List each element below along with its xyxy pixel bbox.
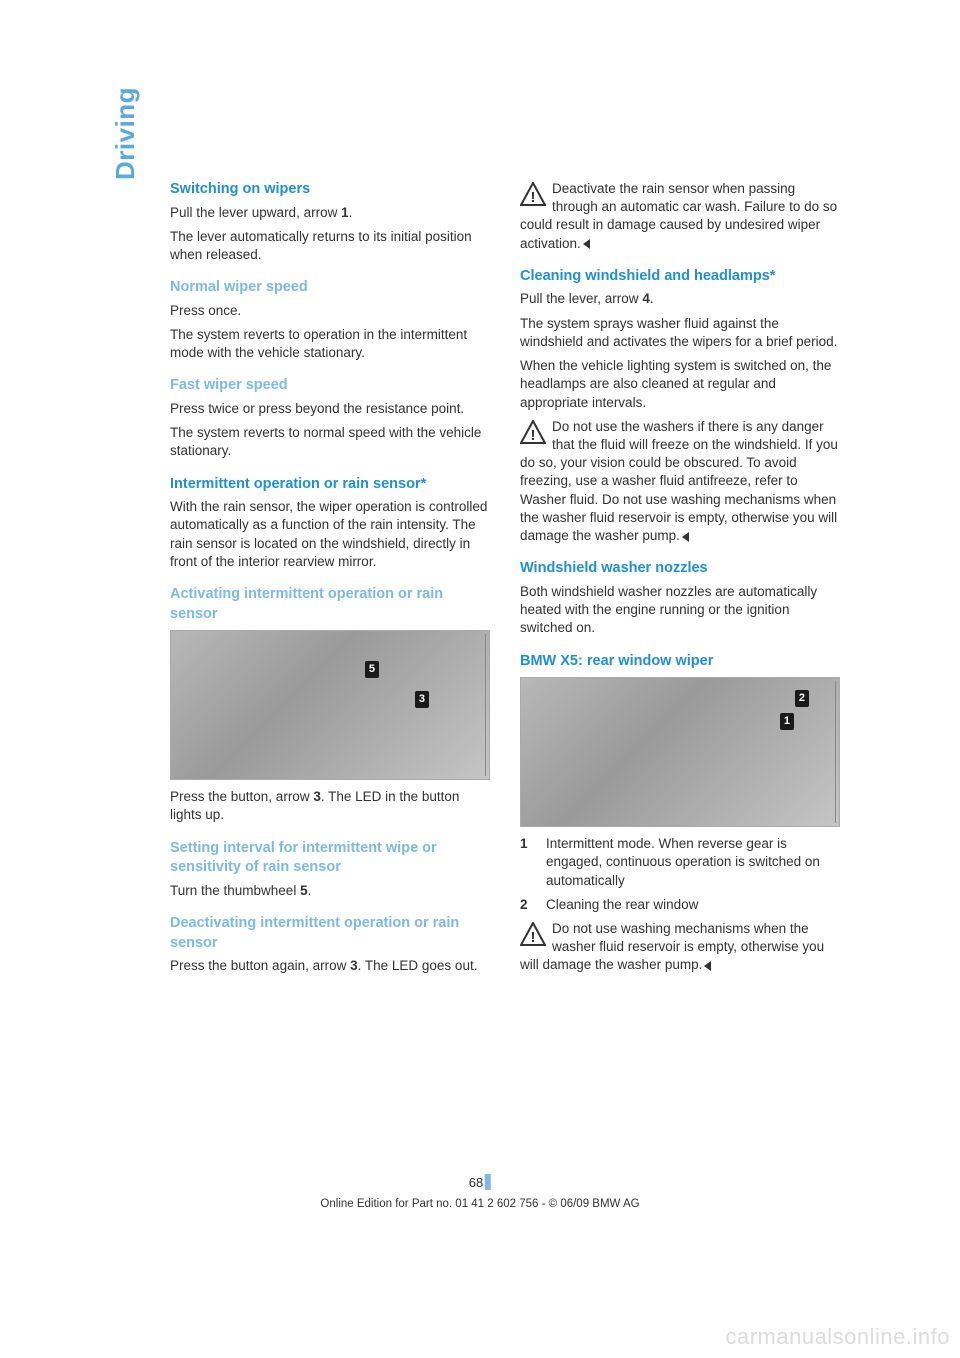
end-marker-icon <box>583 239 590 249</box>
para: The lever automatically returns to its i… <box>170 228 490 264</box>
heading-fast-wiper-speed: Fast wiper speed <box>170 376 490 396</box>
list-text: Intermittent mode. When reverse gear is … <box>546 835 840 890</box>
figure-callout-3: 3 <box>415 691 429 708</box>
page-number: 68 <box>469 1175 483 1190</box>
text: . <box>349 205 353 220</box>
bold-ref-3: 3 <box>313 789 321 804</box>
heading-activating-intermittent: Activating intermittent operation or rai… <box>170 585 490 624</box>
list-text: Cleaning the rear window <box>546 896 840 914</box>
heading-cleaning-windshield: Cleaning windshield and headlamps* <box>520 267 840 287</box>
para: Turn the thumbwheel 5. <box>170 882 490 900</box>
bold-ref-1: 1 <box>341 205 349 220</box>
bold-ref-3b: 3 <box>350 958 358 973</box>
para: With the rain sensor, the wiper operatio… <box>170 498 490 571</box>
warning-text: Do not use the washers if there is any d… <box>520 419 838 543</box>
end-marker-icon <box>682 532 689 542</box>
heading-switching-on-wipers: Switching on wipers <box>170 180 490 200</box>
para: The system reverts to normal speed with … <box>170 424 490 460</box>
svg-text:!: ! <box>531 189 536 206</box>
warning-rain-sensor-carwash: ! Deactivate the rain sensor when passin… <box>520 180 840 253</box>
list-number: 2 <box>520 896 532 914</box>
list-item-2: 2 Cleaning the rear window <box>520 896 840 914</box>
para: Pull the lever, arrow 4. <box>520 290 840 308</box>
end-marker-icon <box>704 961 711 971</box>
page-number-bar <box>485 1174 491 1190</box>
list-item-1: 1 Intermittent mode. When reverse gear i… <box>520 835 840 890</box>
figure-callout-5: 5 <box>365 661 379 678</box>
text: Pull the lever, arrow <box>520 291 642 306</box>
warning-icon: ! <box>520 182 546 206</box>
para: When the vehicle lighting system is swit… <box>520 357 840 412</box>
para: Pull the lever upward, arrow 1. <box>170 204 490 222</box>
figure-wiper-lever-1: 5 3 <box>170 630 490 780</box>
text: . The LED goes out. <box>358 958 478 973</box>
para: Press the button, arrow 3. The LED in th… <box>170 788 490 824</box>
heading-setting-interval: Setting interval for intermittent wipe o… <box>170 839 490 878</box>
footer-text: Online Edition for Part no. 01 41 2 602 … <box>320 1198 639 1210</box>
heading-rear-window-wiper: BMW X5: rear window wiper <box>520 652 840 672</box>
warning-washer-freeze: ! Do not use the washers if there is any… <box>520 418 840 546</box>
bold-ref-5: 5 <box>300 883 308 898</box>
warning-text: Deactivate the rain sensor when passing … <box>520 181 837 251</box>
right-column: ! Deactivate the rain sensor when passin… <box>520 180 840 981</box>
text: Turn the thumbwheel <box>170 883 300 898</box>
page-content: Switching on wipers Pull the lever upwar… <box>110 180 850 981</box>
bold-ref-4: 4 <box>642 291 650 306</box>
para: Press the button again, arrow 3. The LED… <box>170 957 490 975</box>
text: Press the button again, arrow <box>170 958 350 973</box>
para: Both windshield washer nozzles are autom… <box>520 583 840 638</box>
text: Pull the lever upward, arrow <box>170 205 341 220</box>
para: Press once. <box>170 302 490 320</box>
list-number: 1 <box>520 835 532 890</box>
heading-intermittent-operation: Intermittent operation or rain sensor* <box>170 475 490 495</box>
section-tab-driving: Driving <box>110 87 141 180</box>
svg-text:!: ! <box>531 929 536 946</box>
heading-washer-nozzles: Windshield washer nozzles <box>520 559 840 579</box>
figure-callout-1: 1 <box>780 713 794 730</box>
warning-washer-empty: ! Do not use washing mechanisms when the… <box>520 920 840 975</box>
figure-rear-wiper: 2 1 <box>520 677 840 827</box>
text: . <box>650 291 654 306</box>
watermark: carmanualsonline.info <box>725 1324 950 1350</box>
text: Press the button, arrow <box>170 789 313 804</box>
figure-callout-2: 2 <box>795 690 809 707</box>
page-number-wrap: 68 <box>469 1174 491 1190</box>
svg-text:!: ! <box>531 427 536 444</box>
para: The system reverts to operation in the i… <box>170 326 490 362</box>
heading-deactivating-intermittent: Deactivating intermittent operation or r… <box>170 914 490 953</box>
warning-text: Do not use washing mechanisms when the w… <box>520 921 824 972</box>
para: The system sprays washer fluid against t… <box>520 315 840 351</box>
text: . <box>308 883 312 898</box>
warning-icon: ! <box>520 420 546 444</box>
warning-icon: ! <box>520 922 546 946</box>
left-column: Switching on wipers Pull the lever upwar… <box>170 180 490 981</box>
heading-normal-wiper-speed: Normal wiper speed <box>170 278 490 298</box>
para: Press twice or press beyond the resistan… <box>170 400 490 418</box>
